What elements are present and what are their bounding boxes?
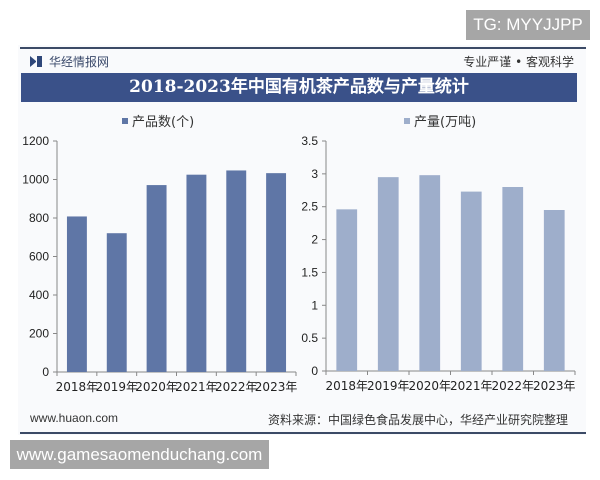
bar-2019年 [106,233,127,372]
chart-title: 2018-2023年中国有机茶产品数与产量统计 [21,73,577,102]
y-tick-label: 0.5 [301,331,318,345]
bar-2021年 [460,191,482,371]
legend-swatch [404,117,410,124]
x-tick-label: 2020年 [135,380,178,394]
watermark-bottom: www.gamesaomenduchang.com [10,440,269,469]
x-tick-label: 2018年 [325,379,368,393]
bar-2023年 [543,210,565,371]
bar-2021年 [186,174,207,372]
x-tick-label: 2022年 [215,380,258,394]
legend-right: 产量(万吨) [404,111,476,130]
bar-2023年 [266,173,287,372]
footer-website: www.huaon.com [30,411,119,425]
y-tick-label: 200 [29,327,49,341]
x-tick-label: 2023年 [255,380,298,394]
bar-2022年 [226,170,247,372]
legend-left: 产品数(个) [122,111,194,130]
legend-label: 产量(万吨) [414,115,477,130]
bar-2019年 [377,177,399,371]
y-tick-label: 3 [311,167,318,181]
x-tick-label: 2018年 [56,380,99,394]
bar-2020年 [146,185,167,372]
legend-swatch [122,117,128,124]
slogan: 专业严谨 • 客观科学 [463,55,574,69]
top-divider [20,47,586,49]
bar-2020年 [419,175,441,371]
y-tick-label: 800 [29,211,49,225]
brand: 华经情报网 [30,53,109,70]
y-tick-label: 2.5 [301,200,318,214]
brand-name: 华经情报网 [49,55,110,69]
x-tick-label: 2021年 [175,380,218,394]
y-tick-label: 2 [311,233,318,247]
bar-2018年 [336,209,358,371]
watermark-top: TG: MYYJJPP [466,10,590,40]
brand-logo-icon [30,56,43,67]
x-tick-label: 2019年 [367,379,410,393]
bar-2018年 [66,216,87,372]
bottom-divider [20,432,586,434]
y-tick-label: 1200 [22,134,49,148]
x-tick-label: 2021年 [450,379,493,393]
y-tick-label: 1000 [22,173,49,187]
y-tick-label: 3.5 [301,134,318,148]
x-tick-label: 2019年 [95,380,138,394]
y-tick-label: 1 [311,298,318,312]
y-tick-label: 0 [311,364,318,378]
x-tick-label: 2022年 [491,379,534,393]
bar-2022年 [502,187,524,371]
y-tick-label: 400 [29,288,49,302]
y-tick-label: 0 [42,365,49,379]
x-tick-label: 2020年 [408,379,451,393]
y-tick-label: 600 [29,250,49,264]
footer-source: 资料来源：中国绿色食品发展中心，华经产业研究院整理 [267,413,568,427]
x-tick-label: 2023年 [533,379,576,393]
y-tick-label: 1.5 [301,265,318,279]
legend-label: 产品数(个) [132,115,195,130]
